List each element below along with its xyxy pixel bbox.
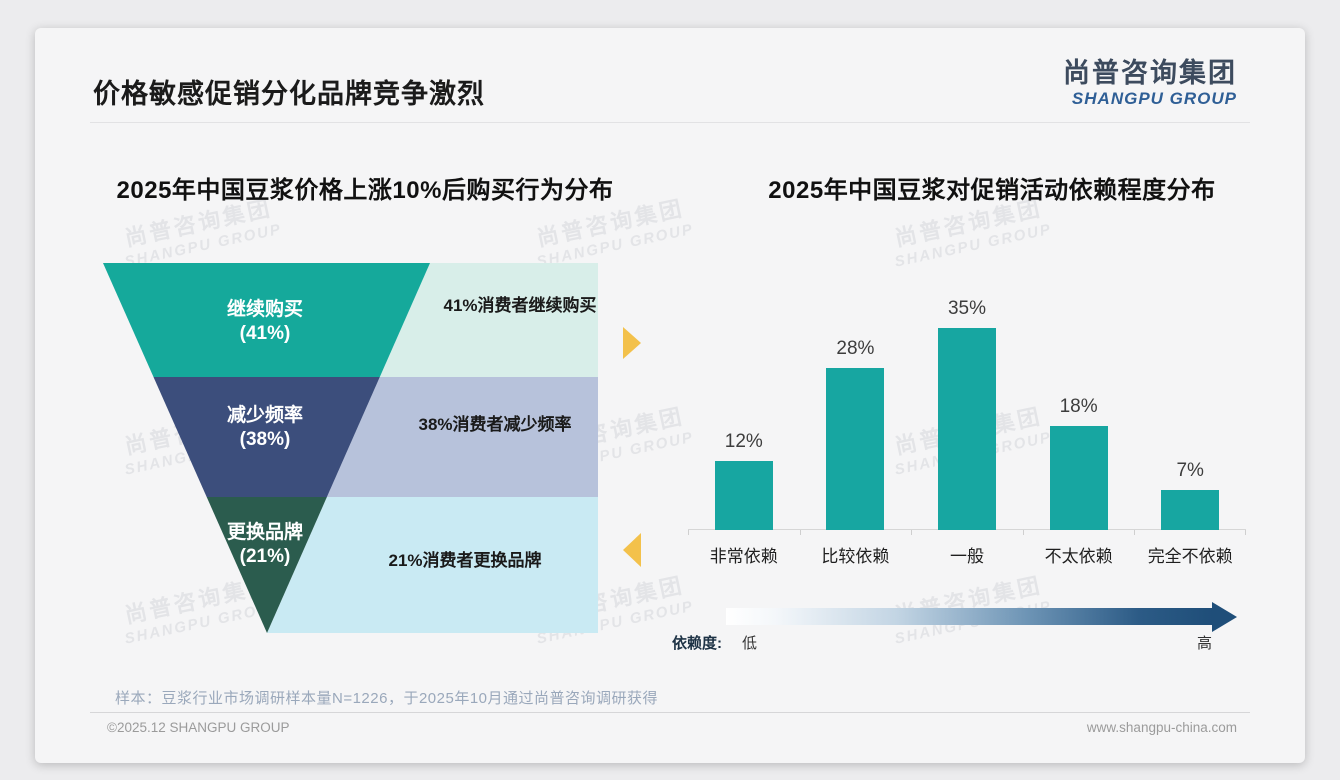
bar — [714, 460, 773, 530]
bar-value-label: 35% — [947, 298, 986, 319]
bar-value-label: 18% — [1059, 396, 1098, 418]
funnel-annotation-text: 41%消费者继续购买 — [443, 295, 596, 315]
funnel-annotation-text: 21%消费者更换品牌 — [388, 550, 541, 570]
bar — [1161, 489, 1220, 530]
footer-divider — [90, 712, 1250, 713]
funnel-annotation-band-2 — [326, 377, 598, 497]
copyright-text: ©2025.12 SHANGPU GROUP — [107, 720, 290, 735]
dependency-axis-label: 依赖度: — [672, 635, 722, 652]
logo-en-text: SHANGPU GROUP — [1071, 89, 1237, 109]
bar-column: 18% 不太依赖 — [1023, 300, 1135, 566]
funnel-segment-1 — [103, 263, 430, 377]
funnel-annotation-text: 38%消费者减少频率 — [418, 414, 571, 434]
funnel-segment-label: 更换品牌 — [227, 520, 303, 543]
slide: 尚普咨询集团 SHANGPU GROUP 尚普咨询集团 SHANGPU GROUP … — [35, 28, 1305, 763]
arrow-right-icon — [623, 327, 641, 359]
bar-chart: 12% 非常依赖 28% 比较依赖 35% 一般 18% 不太依赖 7% 完全不依赖 — [688, 298, 1246, 566]
bar-value-label: 28% — [836, 338, 875, 360]
dependency-arrowhead-icon — [1212, 602, 1237, 632]
bar-value-label: 7% — [1176, 459, 1204, 481]
funnel-chart-title: 2025年中国豆浆价格上涨10%后购买行为分布 — [116, 177, 614, 204]
bar-chart-title: 2025年中国豆浆对促销活动依赖程度分布 — [768, 177, 1216, 204]
axis-tick — [1022, 530, 1024, 535]
sample-note: 样本：豆浆行业市场调研样本量N=1226，于2025年10月通过尚普咨询调研获得 — [115, 690, 659, 707]
bar-category-label: 比较依赖 — [821, 547, 890, 566]
funnel-segment-value: (38%) — [240, 429, 291, 450]
funnel-annotation-band-1 — [379, 263, 598, 377]
bar — [937, 328, 996, 530]
funnel-chart: 继续购买 (41%) 减少频率 (38%) 更换品牌 (21%) 41%消费者继… — [103, 263, 598, 633]
bar-column: 35% 一般 — [911, 298, 1023, 566]
bar-value-label: 12% — [724, 430, 763, 452]
bar-category-label: 一般 — [949, 547, 984, 566]
website-url: www.shangpu-china.com — [1086, 720, 1237, 735]
funnel-segment-label: 继续购买 — [227, 297, 303, 320]
bar-column: 7% 完全不依赖 — [1134, 300, 1246, 566]
axis-tick — [799, 530, 801, 535]
funnel-segment-value: (21%) — [240, 546, 291, 567]
funnel-segment-value: (41%) — [240, 323, 291, 344]
header-divider — [90, 122, 1250, 123]
funnel-segment-3 — [206, 497, 327, 633]
dependency-gradient-bar — [726, 608, 1212, 625]
axis-tick — [911, 530, 913, 535]
bar-category-label: 不太依赖 — [1044, 547, 1113, 566]
dependency-high-label: 高 — [1197, 635, 1213, 652]
bar-column: 28% 比较依赖 — [800, 300, 912, 566]
axis-tick — [1245, 530, 1246, 535]
funnel-annotation-band-3 — [267, 497, 598, 633]
dependency-low-label: 低 — [742, 635, 758, 652]
bar — [826, 368, 885, 530]
arrow-left-icon — [623, 533, 641, 567]
page-title: 价格敏感促销分化品牌竞争激烈 — [93, 79, 485, 109]
bar-category-label: 非常依赖 — [709, 547, 778, 566]
axis-tick — [688, 530, 689, 535]
logo-cn-text: 尚普咨询集团 — [1063, 58, 1237, 88]
bar-column: 12% 非常依赖 — [688, 300, 800, 566]
bar-category-label: 完全不依赖 — [1147, 547, 1233, 566]
funnel-segment-2 — [153, 377, 380, 497]
funnel-segment-label: 减少频率 — [227, 403, 303, 426]
bar — [1049, 426, 1108, 530]
axis-tick — [1134, 530, 1136, 535]
company-logo: 尚普咨询集团 SHANGPU GROUP — [1063, 58, 1237, 109]
